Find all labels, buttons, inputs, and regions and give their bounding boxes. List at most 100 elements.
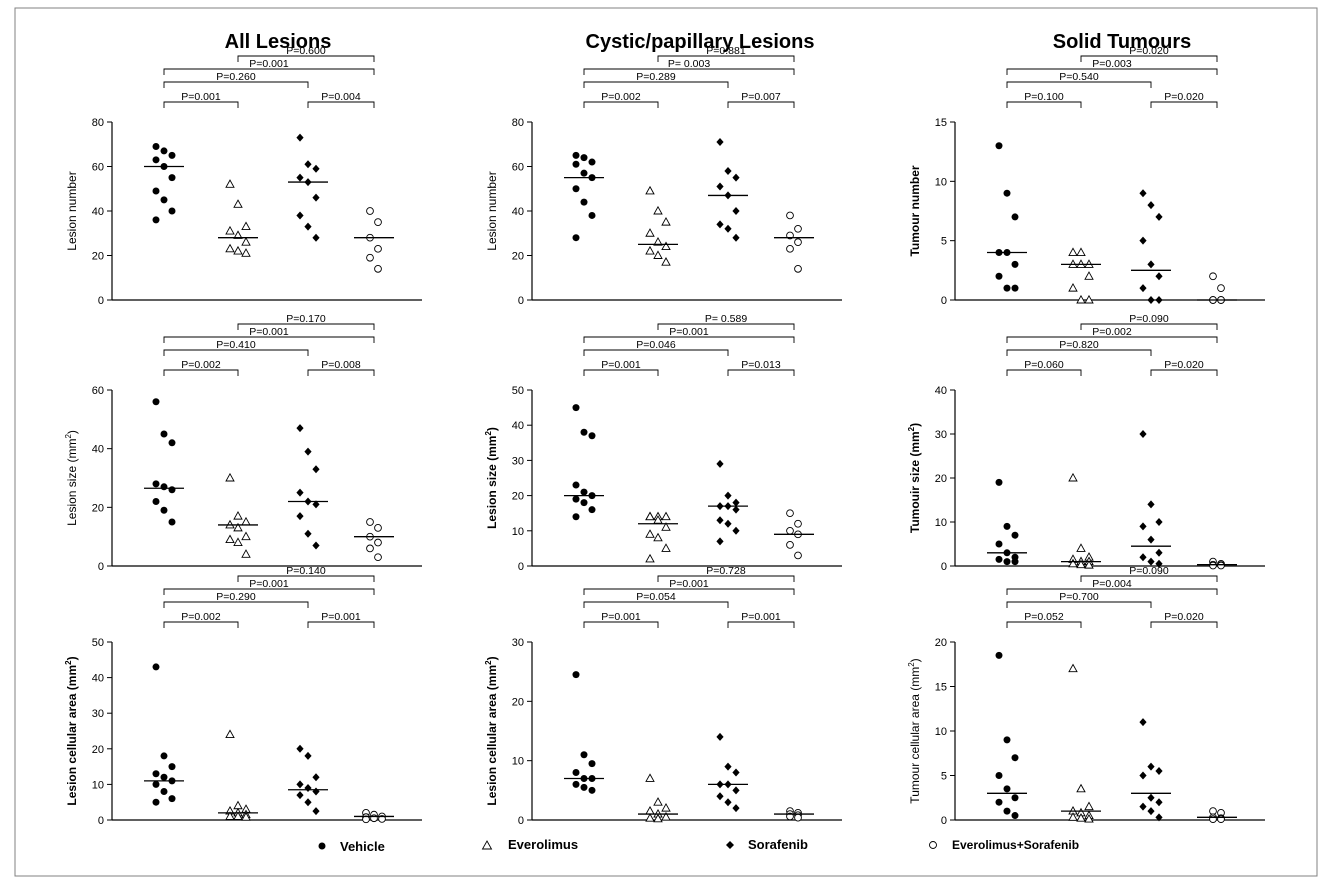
data-point-vehicle — [1003, 284, 1011, 292]
data-point-vehicle — [1011, 754, 1019, 762]
data-point-sorafenib — [732, 505, 740, 514]
data-point-everolimus — [653, 797, 663, 806]
data-point-everolimus-sorafenib — [366, 544, 374, 553]
data-point-everolimus-sorafenib — [1217, 561, 1225, 570]
data-point-everolimus — [653, 205, 663, 215]
y-tick-label: 10 — [512, 526, 524, 538]
data-point-everolimus — [241, 531, 251, 541]
data-point-everolimus — [661, 511, 671, 521]
data-point-sorafenib — [312, 193, 320, 202]
data-point-sorafenib — [296, 211, 304, 220]
p-value-label: P=0.001 — [601, 359, 641, 371]
data-point-everolimus — [241, 221, 251, 231]
panel-8: 0 5 10 15 20 Tumour cellular area (mm2) P=0.05… — [907, 565, 1265, 827]
data-point-sorafenib — [304, 222, 312, 231]
data-point-sorafenib — [732, 768, 740, 777]
data-point-everolimus — [645, 529, 655, 538]
data-point-everolimus — [661, 811, 671, 821]
data-point-everolimus — [661, 543, 671, 552]
data-point-sorafenib — [1139, 189, 1147, 198]
data-point-sorafenib — [724, 762, 732, 771]
data-point-vehicle — [995, 272, 1003, 280]
data-point-everolimus — [1076, 294, 1086, 304]
significance-bracket — [307, 101, 375, 108]
data-point-everolimus — [653, 250, 663, 259]
p-value-label: P=0.004 — [321, 91, 361, 103]
significance-bracket — [163, 101, 239, 108]
data-point-vehicle — [160, 430, 168, 438]
column-title-solid-tumours: Solid Tumours — [1053, 31, 1192, 53]
data-point-everolimus-sorafenib — [786, 812, 794, 821]
p-value-label: P=0.728 — [706, 565, 746, 577]
data-point-vehicle — [160, 147, 168, 155]
data-point-vehicle — [160, 196, 168, 204]
significance-bracket — [1006, 369, 1082, 376]
y-tick-label: 30 — [92, 708, 104, 720]
data-point-everolimus — [653, 532, 663, 542]
data-point-everolimus — [645, 553, 655, 563]
data-point-everolimus-sorafenib — [1217, 284, 1225, 292]
significance-bracket — [307, 621, 375, 628]
data-point-sorafenib — [724, 166, 732, 175]
data-point-everolimus — [225, 729, 235, 739]
data-point-sorafenib — [296, 744, 304, 753]
data-point-everolimus — [241, 237, 251, 246]
data-point-everolimus-sorafenib — [1209, 807, 1217, 815]
data-point-everolimus-sorafenib — [794, 224, 802, 233]
data-point-vehicle — [160, 773, 168, 781]
y-tick-label: 40 — [92, 206, 104, 218]
data-point-vehicle — [1003, 558, 1011, 566]
significance-bracket — [237, 575, 375, 582]
significance-bracket — [1080, 575, 1218, 582]
p-value-label: P= 0.003 — [668, 58, 710, 70]
data-point-everolimus — [661, 803, 671, 812]
p-value-label: P=0.001 — [181, 91, 221, 103]
data-point-sorafenib — [724, 798, 732, 807]
significance-bracket — [1006, 349, 1152, 356]
p-value-label: P=0.410 — [216, 339, 256, 351]
y-tick-label: 0 — [941, 815, 947, 827]
p-value-label: P=0.289 — [636, 71, 676, 83]
data-point-sorafenib — [716, 792, 724, 801]
data-point-everolimus-sorafenib — [374, 524, 382, 532]
significance-bracket — [237, 55, 375, 62]
legend-item-everolimus: Everolimus — [481, 837, 578, 852]
data-point-vehicle — [588, 760, 596, 768]
significance-bracket — [163, 81, 309, 88]
data-point-vehicle — [572, 185, 580, 193]
p-value-label: P=0.540 — [1059, 71, 1099, 83]
data-point-vehicle — [1011, 213, 1019, 221]
p-value-label: P=0.020 — [1164, 359, 1204, 371]
y-axis-label: Lesion size (mm2) — [484, 427, 499, 529]
data-point-everolimus-sorafenib — [366, 207, 374, 215]
data-point-vehicle — [995, 772, 1003, 779]
data-point-everolimus-sorafenib — [1209, 272, 1217, 281]
data-point-everolimus — [661, 522, 671, 531]
y-tick-label: 20 — [92, 251, 104, 263]
data-point-vehicle — [160, 752, 168, 760]
data-point-sorafenib — [296, 133, 304, 142]
data-point-sorafenib — [1139, 553, 1147, 562]
data-point-vehicle — [588, 158, 596, 166]
data-point-vehicle — [1003, 522, 1011, 530]
data-point-everolimus — [233, 199, 243, 208]
significance-bracket — [727, 101, 795, 108]
data-point-sorafenib — [1147, 807, 1155, 816]
legend-marker-vehicle — [318, 842, 326, 850]
data-point-vehicle — [152, 216, 160, 224]
data-point-everolimus — [233, 811, 243, 820]
data-point-vehicle — [588, 432, 596, 440]
data-point-sorafenib — [732, 498, 740, 507]
data-point-vehicle — [572, 671, 580, 679]
significance-bracket — [1006, 68, 1218, 75]
data-point-sorafenib — [1147, 201, 1155, 210]
significance-bracket — [727, 369, 795, 376]
y-tick-label: 30 — [935, 429, 947, 441]
data-point-everolimus — [1076, 247, 1086, 256]
data-point-everolimus — [225, 472, 235, 482]
y-tick-label: 10 — [935, 517, 947, 529]
data-point-vehicle — [572, 160, 580, 168]
